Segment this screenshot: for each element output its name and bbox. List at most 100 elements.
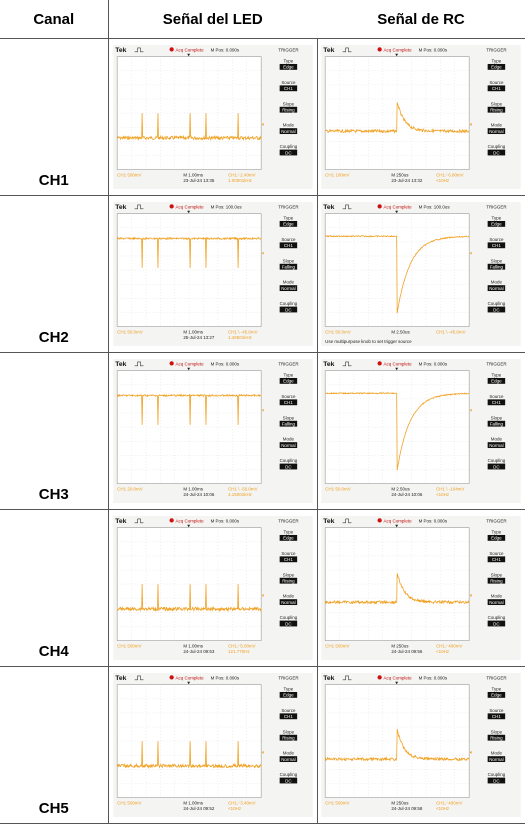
- scope-text: Normal: [281, 286, 295, 291]
- scope-text: Edge: [283, 536, 294, 541]
- scope-text: Coupling: [488, 458, 506, 463]
- scope-text: Acq Complete: [175, 361, 204, 366]
- scope-text: Slope: [491, 572, 503, 577]
- scope-text: M 250us: [391, 800, 409, 805]
- scope-text: CH1: [283, 400, 292, 405]
- scope-text: TRIGGER: [278, 518, 299, 523]
- scope-text: Normal: [281, 443, 295, 448]
- status-dot: [378, 204, 382, 208]
- scope-text: Rising: [282, 578, 295, 583]
- led-cell: TekAcq CompleteM Pos: 100.0usTRIGGERType…: [108, 196, 317, 353]
- scope-text: Mode: [491, 437, 503, 442]
- scope-text: Tek: [323, 518, 334, 525]
- scope-text: M Pos: 0.000s: [419, 47, 448, 52]
- scope-text: CH1: [283, 557, 292, 562]
- scope-text: Normal: [489, 443, 503, 448]
- scope-text: Tek: [115, 675, 126, 682]
- scope-text: Edge: [491, 65, 502, 70]
- scope-text: DC: [493, 778, 500, 783]
- scope-text: 24-Jul-24 09:52: [183, 806, 215, 811]
- scope-text: <10Hz: [436, 806, 450, 811]
- scope-text: M 2.50us: [391, 329, 410, 334]
- oscilloscope-screen: TekAcq CompleteM Pos: 0.000sTRIGGERTypeE…: [113, 516, 313, 660]
- scope-text: Tek: [115, 47, 126, 54]
- scope-text: Mode: [282, 751, 294, 756]
- scope-text: Edge: [491, 536, 502, 541]
- status-dot: [378, 47, 382, 51]
- scope-text: Source: [281, 551, 296, 556]
- scope-text: Tek: [323, 204, 334, 211]
- oscilloscope-screen: TekAcq CompleteM Pos: 0.000sTRIGGERTypeE…: [321, 516, 521, 660]
- scope-text: CH1 ⁄ 3.40mV: [228, 800, 256, 805]
- scope-text: CH1 ⁄ 2.40mV: [228, 172, 256, 177]
- scope-text: Type: [283, 530, 293, 535]
- scope-text: Rising: [490, 107, 503, 112]
- scope-text: Mode: [491, 751, 503, 756]
- scope-text: 1.00001kHz: [228, 178, 253, 183]
- channel-label: CH1: [0, 39, 108, 196]
- status-dot: [169, 675, 173, 679]
- scope-text: CH1 ⁄ 400mV: [436, 800, 462, 805]
- scope-text: M 1.00ms: [183, 643, 203, 648]
- scope-text: CH1: [283, 243, 292, 248]
- scope-text: Coupling: [488, 301, 506, 306]
- scope-text: Edge: [283, 693, 294, 698]
- scope-text: Type: [492, 373, 502, 378]
- scope-text: TRIGGER: [486, 361, 507, 366]
- scope-text: Coupling: [279, 301, 297, 306]
- scope-text: Mode: [491, 280, 503, 285]
- scope-text: Coupling: [279, 772, 297, 777]
- scope-text: Coupling: [279, 615, 297, 620]
- scope-text: Mode: [282, 594, 294, 599]
- scope-text: Source: [281, 394, 296, 399]
- scope-text: Slope: [282, 415, 294, 420]
- scope-text: Mode: [282, 280, 294, 285]
- oscilloscope-screen: TekAcq CompleteM Pos: 0.000sTRIGGERTypeE…: [113, 673, 313, 817]
- scope-text: CH1 ⁄ 6.80mV: [436, 172, 464, 177]
- scope-text: Edge: [491, 379, 502, 384]
- scope-text: Acq Complete: [175, 518, 204, 523]
- scope-text: CH1 500mV: [117, 172, 141, 177]
- scope-text: Rising: [282, 107, 295, 112]
- scope-text: CH1 20.0mV: [117, 486, 143, 491]
- scope-text: M 250us: [391, 643, 409, 648]
- scope-text: Coupling: [279, 458, 297, 463]
- scope-text: DC: [493, 150, 500, 155]
- scope-text: DC: [493, 307, 500, 312]
- table-row: CH5TekAcq CompleteM Pos: 0.000sTRIGGERTy…: [0, 667, 525, 824]
- scope-text: 24-Jul-24 09:53: [183, 649, 215, 654]
- scope-text: <10Hz: [228, 806, 242, 811]
- channel-label: CH3: [0, 353, 108, 510]
- scope-text: 24-Jul-24 09:58: [391, 806, 423, 811]
- scope-text: Slope: [282, 729, 294, 734]
- scope-text: CH1: [283, 86, 292, 91]
- header: Señal de RC: [317, 0, 525, 39]
- scope-text: TRIGGER: [278, 675, 299, 680]
- scope-text: Tek: [115, 204, 126, 211]
- graticule: [117, 685, 261, 798]
- scope-text: Acq Complete: [384, 204, 413, 209]
- scope-text: TRIGGER: [486, 518, 507, 523]
- scope-text: 23-Jul-24 13:32: [391, 178, 423, 183]
- status-dot: [378, 518, 382, 522]
- scope-text: TRIGGER: [486, 47, 507, 52]
- scope-text: Normal: [489, 757, 503, 762]
- scope-text: 24-Jul-24 10:06: [183, 492, 215, 497]
- scope-text: Coupling: [488, 144, 506, 149]
- scope-text: Type: [492, 216, 502, 221]
- scope-text: Coupling: [488, 772, 506, 777]
- scope-text: CH1 500mV: [117, 643, 141, 648]
- status-dot: [169, 361, 173, 365]
- scope-text: CH1 \ -45.0mV: [228, 329, 258, 334]
- rc-cell: TekAcq CompleteM Pos: 0.000sTRIGGERTypeE…: [317, 353, 525, 510]
- scope-text: Source: [489, 551, 504, 556]
- scope-text: M 250us: [391, 172, 409, 177]
- scope-text: Slope: [282, 258, 294, 263]
- status-dot: [169, 47, 173, 51]
